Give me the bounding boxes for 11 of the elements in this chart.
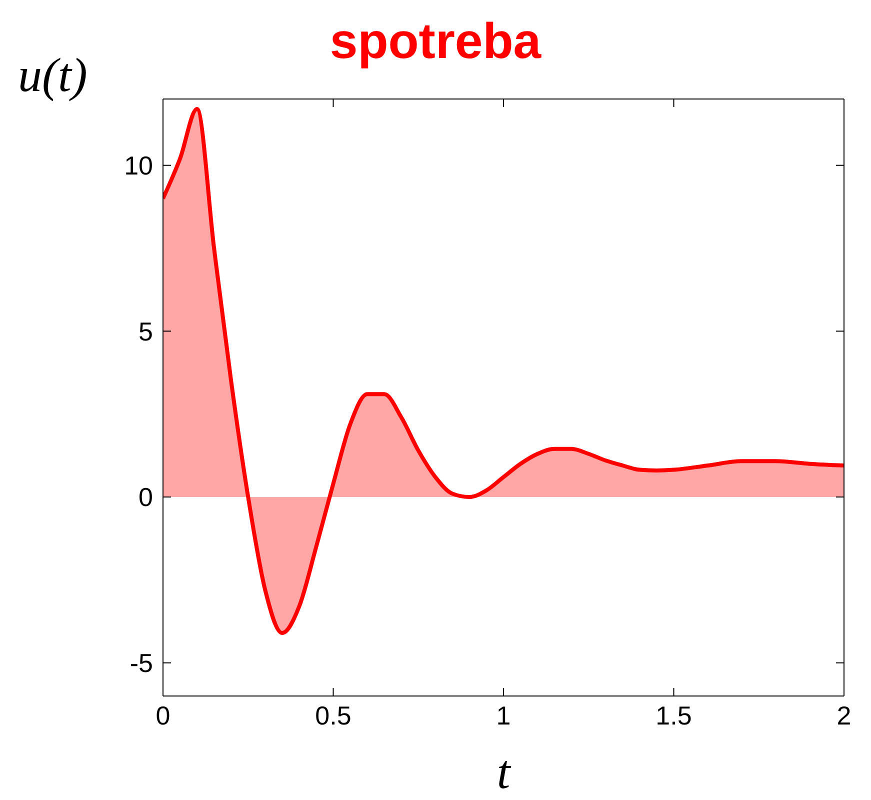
y-tick-label: 0 [138, 482, 153, 512]
x-tick-label: 0.5 [315, 700, 352, 730]
x-axis-title: t [496, 746, 512, 799]
chart-title: spotreba [330, 13, 542, 69]
y-tick-label: -5 [130, 648, 153, 678]
y-tick-label: 5 [138, 316, 153, 346]
x-tick-label: 2 [836, 700, 852, 730]
y-tick-label: 10 [124, 150, 153, 181]
x-tick-label: 1 [496, 700, 511, 730]
y-axis-title: u(t) [18, 48, 88, 103]
x-tick-label: 1.5 [656, 700, 692, 730]
